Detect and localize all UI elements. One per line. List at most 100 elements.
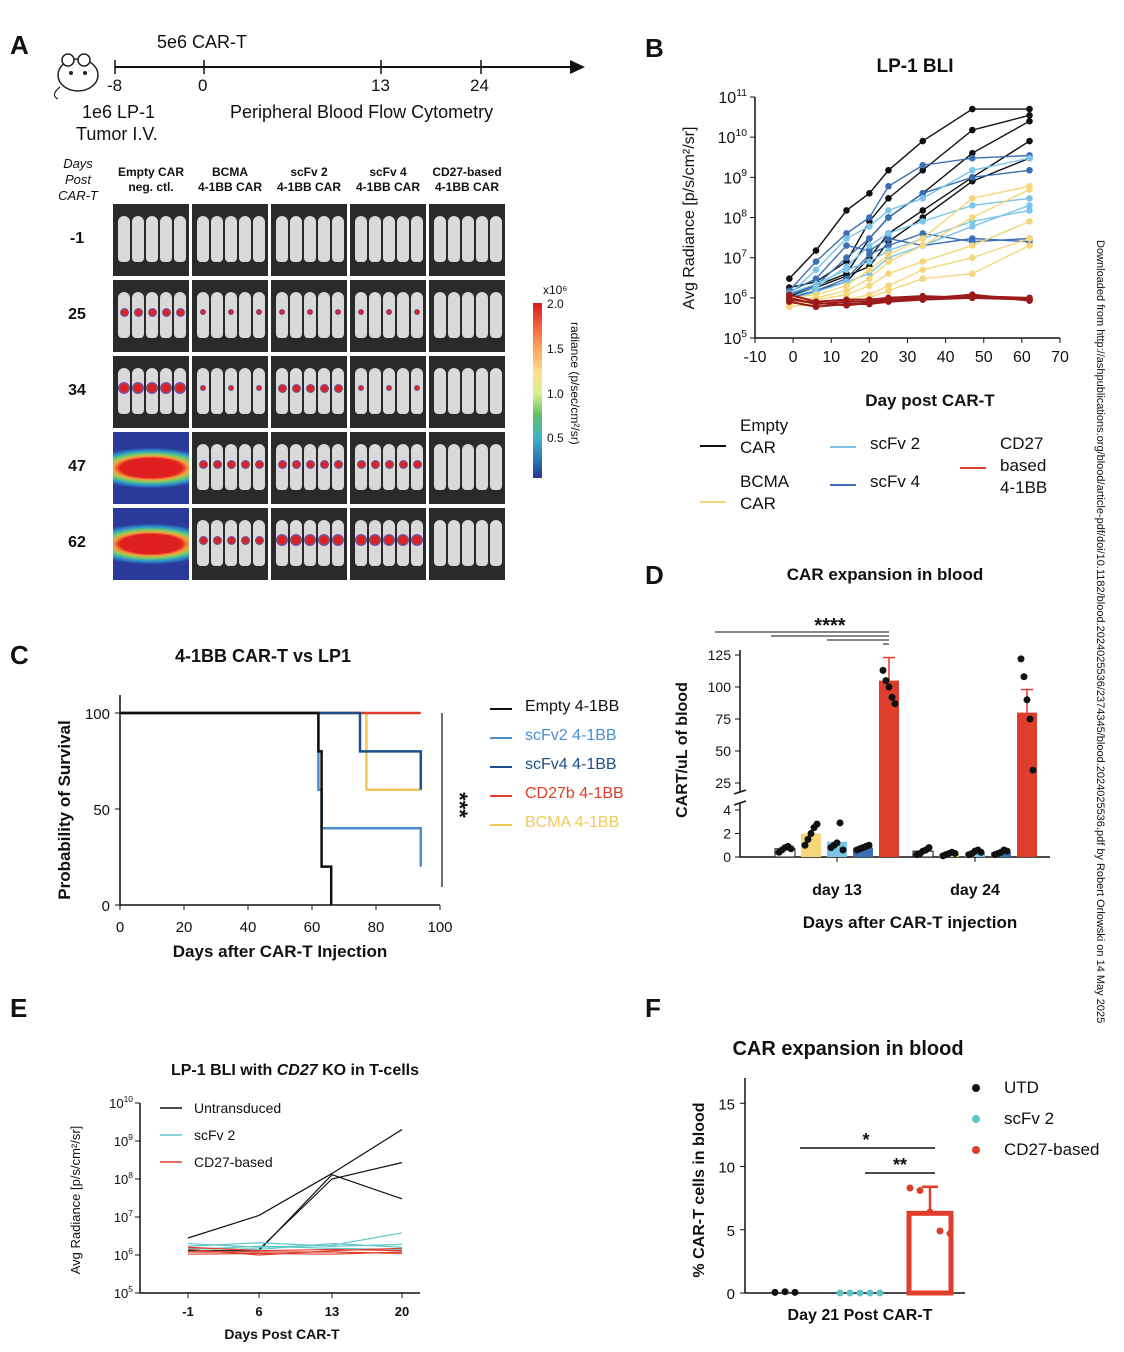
imaging-tile — [429, 356, 505, 428]
data-point — [969, 149, 976, 157]
legend-dot — [972, 1084, 980, 1092]
y-tick-label: 0 — [727, 1286, 735, 1303]
significance-mark: ** — [893, 1155, 907, 1175]
data-point — [1017, 655, 1025, 663]
y-tick-label: 106 — [723, 289, 747, 308]
y-tick-label: 106 — [114, 1246, 133, 1263]
data-point — [969, 270, 976, 277]
row-header-line: Days — [63, 156, 93, 171]
data-point — [843, 282, 850, 290]
series-line — [187, 1245, 403, 1251]
radiance-spot — [133, 307, 143, 317]
data-point — [786, 291, 793, 298]
series-line — [187, 1251, 403, 1255]
imaging-tile — [350, 280, 426, 352]
x-tick-label: 30 — [899, 349, 917, 366]
data-point — [885, 166, 892, 174]
series-line — [789, 209, 1030, 294]
legend-swatch — [490, 795, 512, 797]
data-point — [866, 235, 873, 242]
radiance-spot — [200, 309, 206, 315]
radiance-spot — [277, 383, 287, 393]
mouse-icon — [53, 53, 99, 100]
colorbar — [533, 303, 542, 478]
mouse-silhouette — [462, 368, 474, 414]
data-point — [843, 266, 850, 274]
chart-title: CAR expansion in blood — [787, 565, 983, 584]
chart-title: LP-1 BLI — [876, 56, 953, 77]
data-point — [812, 280, 820, 288]
chart-title: CAR expansion in blood — [732, 1038, 963, 1060]
mouse-silhouette — [462, 444, 474, 490]
legend-label: scFv 4 — [870, 472, 921, 491]
data-point — [791, 1288, 799, 1296]
data-point — [919, 295, 927, 303]
data-point — [885, 287, 892, 295]
series-line — [789, 185, 1030, 299]
y-tick-label: 50 — [93, 802, 110, 819]
y-tick-label: 1010 — [718, 128, 748, 147]
x-axis-label: Days after CAR-T injection — [803, 913, 1017, 932]
data-point — [866, 251, 873, 258]
legend-swatch — [830, 446, 856, 448]
survival-curve — [120, 711, 333, 905]
legend-label: Empty CAR — [740, 416, 789, 457]
colorbar-tick: 1.0 — [547, 387, 564, 401]
axis-break — [733, 789, 747, 795]
legend-swatch — [490, 824, 512, 826]
series-line — [789, 204, 1030, 301]
data-point — [1026, 235, 1033, 242]
radiance-spot — [228, 309, 234, 315]
imaging-tile — [429, 432, 505, 504]
data-point — [885, 270, 892, 277]
data-point — [812, 266, 820, 274]
data-point — [885, 214, 892, 221]
mouse-silhouette — [174, 216, 186, 262]
series-line — [788, 157, 1030, 296]
y-tick-label: 100 — [708, 679, 732, 695]
data-point — [1003, 847, 1011, 855]
data-point — [969, 214, 976, 221]
y-tick-label: 2 — [723, 826, 731, 842]
legend-swatch — [960, 467, 986, 469]
data-point — [801, 841, 809, 849]
data-point — [969, 242, 976, 249]
radiance-spot — [200, 385, 206, 391]
panel-letter-e: E — [10, 993, 28, 1023]
mouse-silhouette — [434, 520, 446, 566]
series-line — [187, 1162, 403, 1251]
mouse-silhouette — [383, 216, 395, 262]
colorbar-tick: 0.5 — [547, 431, 564, 445]
data-point — [951, 849, 959, 857]
radiance-spot — [319, 459, 329, 469]
data-point — [885, 207, 892, 214]
mouse-silhouette — [332, 292, 344, 338]
data-point — [836, 819, 844, 827]
data-point — [787, 845, 795, 853]
radiance-spot — [355, 534, 367, 546]
radiance-spot — [305, 383, 315, 393]
mouse-silhouette — [462, 216, 474, 262]
mouse-silhouette — [476, 368, 488, 414]
data-point — [843, 235, 850, 242]
data-point — [885, 230, 892, 237]
data-point — [1026, 207, 1033, 214]
bar — [906, 1210, 954, 1296]
legend-swatch — [700, 445, 726, 447]
bar — [879, 680, 899, 857]
imaging-column-header-line: 4-1BB CAR — [355, 180, 420, 194]
imaging-day-label: 47 — [68, 458, 86, 475]
radiance-spot — [414, 385, 420, 391]
data-point — [843, 207, 850, 214]
imaging-column-header-line: scFv 4 — [369, 165, 407, 179]
data-point — [866, 223, 873, 230]
mouse-silhouette — [490, 292, 502, 338]
panel-letter-c: C — [10, 640, 29, 670]
data-point — [936, 1227, 944, 1235]
series-line — [789, 157, 1030, 297]
y-tick-label: 105 — [114, 1284, 133, 1301]
panel-letter-b: B — [645, 33, 664, 63]
mouse-silhouette — [434, 444, 446, 490]
survival-curve — [120, 711, 423, 790]
radiance-spot — [256, 385, 262, 391]
